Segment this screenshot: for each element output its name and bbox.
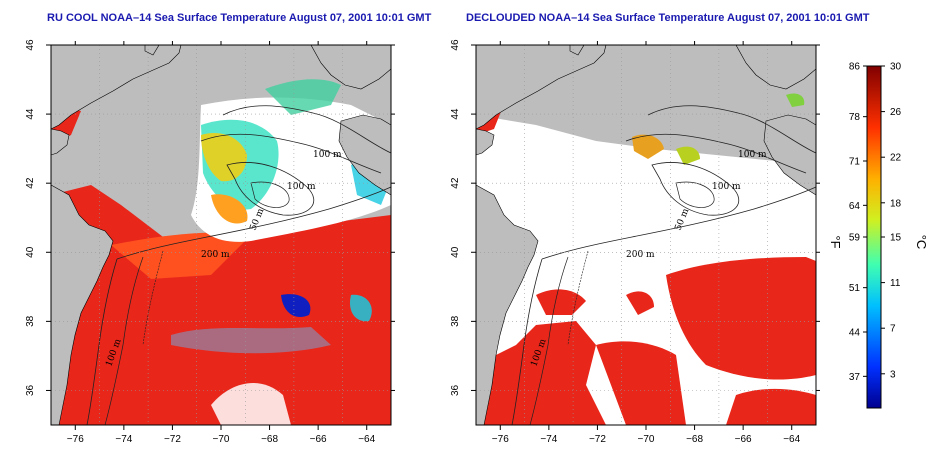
left-lon-tick-label: −76 (67, 434, 84, 445)
right-lon-tick-label: −66 (735, 434, 752, 445)
right-lon-tick-label: −68 (686, 434, 703, 445)
fahrenheit-tick-label: 44 (849, 328, 861, 339)
left-lat-tick-label: 36 (25, 384, 36, 396)
fahrenheit-tick-label: 71 (849, 157, 861, 168)
celsius-tick-label: 30 (890, 62, 902, 73)
celsius-unit-label: °C (914, 235, 929, 250)
right-lon-tick-label: −74 (540, 434, 557, 445)
colorbar: 30 86 26 78 22 71 18 64 15 59 11 51 7 44 3 37 °F °C (828, 62, 929, 409)
right-lon-tick-label: −64 (783, 434, 800, 445)
right-lat-tick-label: 40 (450, 246, 461, 258)
fahrenheit-tick-label: 64 (849, 201, 861, 212)
fahrenheit-tick-label: 51 (849, 283, 861, 294)
right-lat-tick-label: 38 (450, 315, 461, 327)
left-lat-tick-label: 46 (25, 39, 36, 51)
left-isobath-label: 200 m (201, 250, 230, 260)
colorbar-ticks: 30 86 26 78 22 71 18 64 15 59 11 51 7 44 3 37 (849, 62, 902, 383)
celsius-tick-label: 3 (890, 369, 896, 380)
left-lon-tick-label: −68 (261, 434, 278, 445)
left-isobath-label: 100 m (313, 150, 342, 160)
celsius-tick-label: 15 (890, 233, 902, 244)
right-lat-tick-label: 46 (450, 39, 461, 51)
fahrenheit-tick-label: 59 (849, 233, 861, 244)
celsius-tick-label: 7 (890, 324, 896, 335)
right-lat-tick-label: 42 (450, 177, 461, 189)
right-lat-tick-label: 44 (450, 108, 461, 120)
left-lat-tick-label: 44 (25, 108, 36, 120)
right-cool-water (632, 93, 805, 165)
celsius-tick-label: 18 (890, 198, 902, 209)
left-lon-tick-label: −66 (310, 434, 327, 445)
right-lon-tick-label: −76 (492, 434, 509, 445)
right-map-axes: −76 −74 −72 −70 −68 −66 −64 46 44 42 40 38 36 (450, 39, 820, 445)
right-lon-tick-label: −72 (589, 434, 606, 445)
left-lat-tick-label: 38 (25, 315, 36, 327)
right-isobath-label: 200 m (626, 250, 655, 260)
right-lat-tick-label: 36 (450, 384, 461, 396)
left-panel-title: RU COOL NOAA–14 Sea Surface Temperature … (47, 12, 432, 24)
celsius-tick-label: 26 (890, 107, 902, 118)
celsius-tick-label: 22 (890, 153, 902, 164)
right-map-panel: 100 m 100 m 50 m 200 m 100 m (475, 44, 817, 426)
right-warm-water (476, 105, 816, 425)
left-isobath-label: 100 m (287, 182, 316, 192)
left-map-panel: 100 m 100 m 50 m 200 m 100 m (50, 44, 392, 426)
left-lon-tick-label: −74 (115, 434, 132, 445)
right-isobath-label: 100 m (712, 182, 741, 192)
fahrenheit-tick-label: 78 (849, 112, 861, 123)
fahrenheit-tick-label: 86 (849, 62, 861, 73)
left-lon-tick-label: −64 (358, 434, 375, 445)
celsius-tick-label: 11 (890, 278, 901, 289)
right-isobath-label: 100 m (738, 150, 767, 160)
left-graticule (51, 45, 391, 425)
right-graticule (476, 45, 816, 425)
fahrenheit-tick-label: 37 (849, 372, 861, 383)
right-lon-tick-label: −70 (638, 434, 655, 445)
right-panel-title: DECLOUDED NOAA–14 Sea Surface Temperatur… (466, 12, 870, 24)
left-lon-tick-label: −70 (213, 434, 230, 445)
left-lat-tick-label: 42 (25, 177, 36, 189)
colorbar-gradient (866, 65, 882, 409)
left-map-axes: −76 −74 −72 −70 −68 −66 −64 46 44 42 40 38 36 (25, 39, 395, 445)
fahrenheit-unit-label: °F (828, 235, 843, 248)
left-lat-tick-label: 40 (25, 246, 36, 258)
left-lon-tick-label: −72 (164, 434, 181, 445)
